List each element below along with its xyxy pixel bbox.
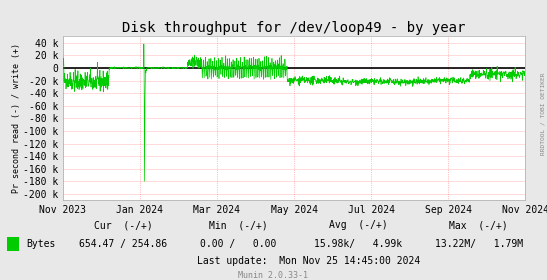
Text: 654.47 / 254.86: 654.47 / 254.86 [79,239,167,249]
Text: Bytes: Bytes [26,239,56,249]
Y-axis label: Pr second read (-) / write (+): Pr second read (-) / write (+) [13,43,21,193]
Text: 13.22M/   1.79M: 13.22M/ 1.79M [434,239,523,249]
Text: RRDTOOL / TOBI OETIKER: RRDTOOL / TOBI OETIKER [540,72,546,155]
Title: Disk throughput for /dev/loop49 - by year: Disk throughput for /dev/loop49 - by yea… [123,21,465,35]
Text: 15.98k/   4.99k: 15.98k/ 4.99k [314,239,403,249]
Text: Min  (-/+): Min (-/+) [208,220,267,230]
Text: Munin 2.0.33-1: Munin 2.0.33-1 [238,271,309,280]
Text: Avg  (-/+): Avg (-/+) [329,220,388,230]
Text: Cur  (-/+): Cur (-/+) [94,220,153,230]
Text: Max  (-/+): Max (-/+) [449,220,508,230]
Text: 0.00 /   0.00: 0.00 / 0.00 [200,239,276,249]
Text: Last update:  Mon Nov 25 14:45:00 2024: Last update: Mon Nov 25 14:45:00 2024 [197,256,421,266]
